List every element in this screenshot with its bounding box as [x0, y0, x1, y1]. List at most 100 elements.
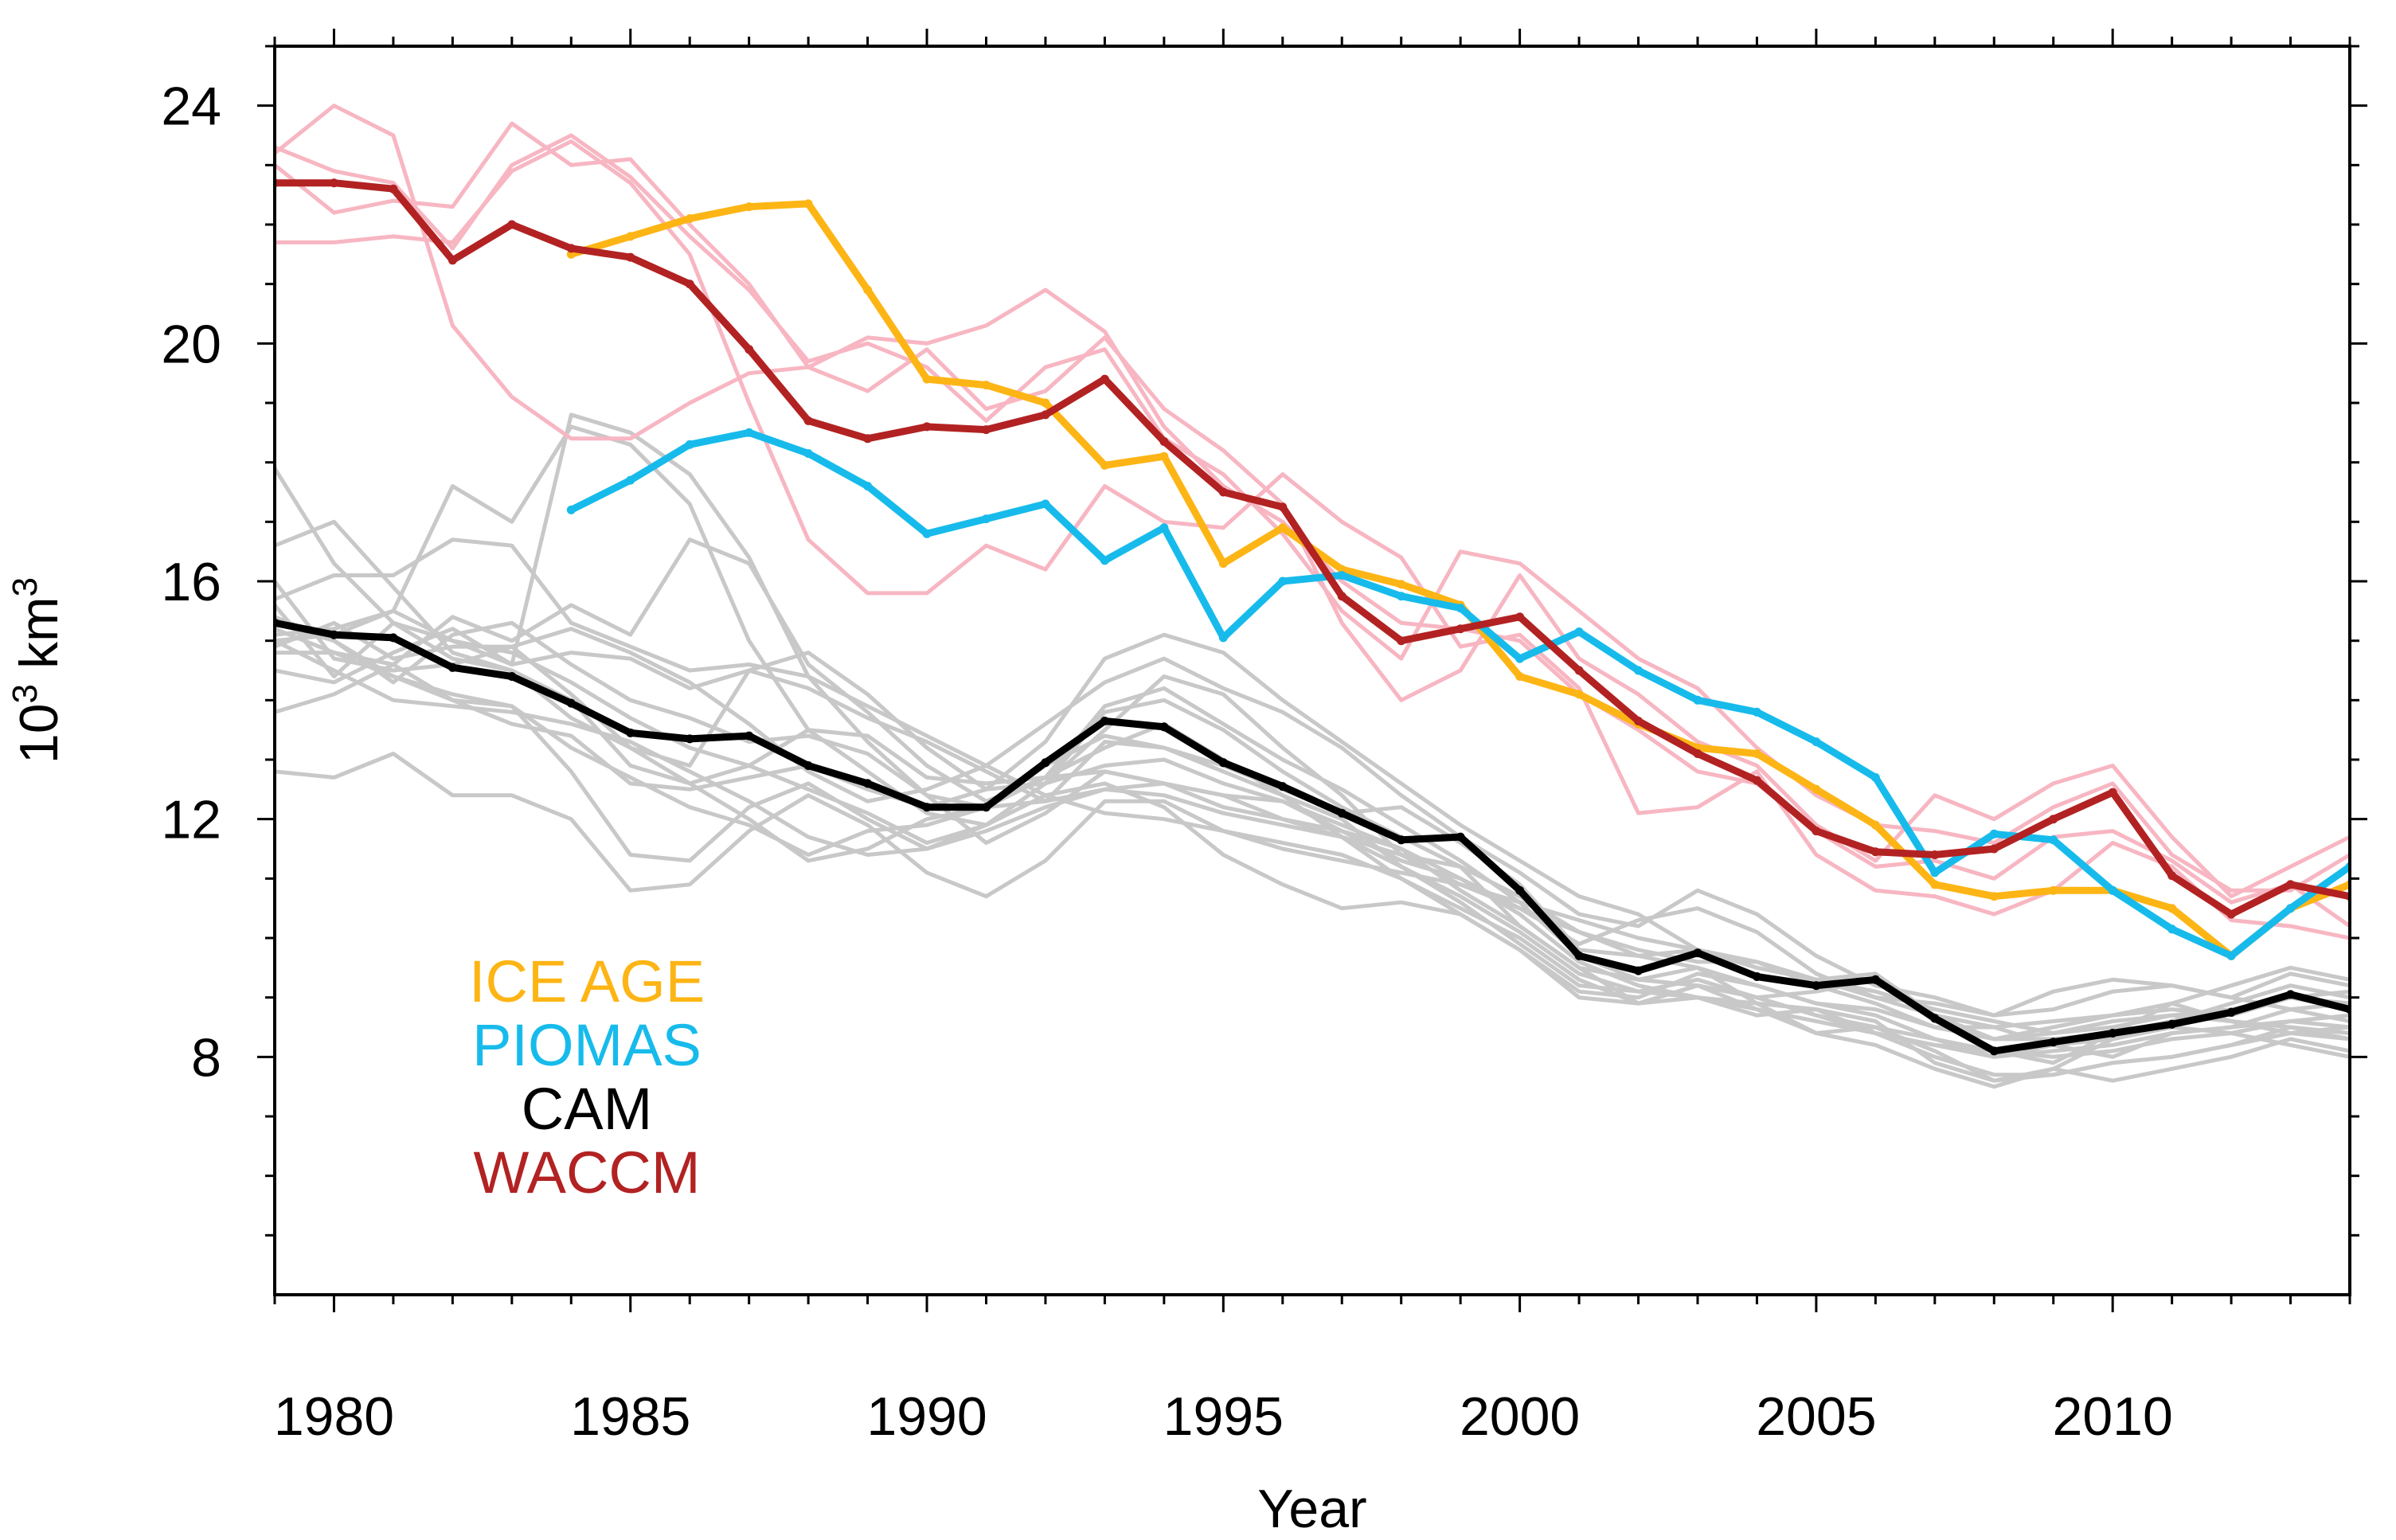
cam-member-line-14 [275, 537, 2350, 1035]
piomas-point-1994 [1159, 523, 1169, 533]
ice-age-point-1986 [685, 214, 694, 223]
x-tick-label-1985: 1985 [570, 1386, 690, 1447]
piomas-point-2001 [1574, 627, 1584, 636]
waccm-point-2011 [2167, 871, 2177, 881]
y-axis-label: 103 km3 [6, 577, 69, 764]
cam-point-2011 [2167, 1019, 2177, 1029]
piomas-point-1992 [1041, 499, 1050, 509]
cam-member-line-4 [275, 608, 2350, 1059]
y-axis-label-exponent-2: 3 [6, 577, 45, 596]
piomas-point-1991 [982, 514, 991, 524]
y-axis-label-base: 10 [9, 703, 69, 764]
waccm-point-1986 [685, 279, 694, 289]
cam-point-1993 [1100, 717, 1109, 725]
waccm-point-2000 [1515, 612, 1525, 622]
waccm-point-2005 [1812, 827, 1821, 836]
x-tick-label-1995: 1995 [1163, 1386, 1284, 1447]
waccm-point-1980 [330, 178, 338, 188]
waccm-point-2010 [2108, 788, 2117, 797]
ice-age-point-1992 [1041, 398, 1050, 408]
waccm-point-1993 [1100, 374, 1109, 384]
cam-point-1997 [1337, 808, 1347, 818]
cam-point-1996 [1278, 782, 1288, 791]
cam-point-1984 [566, 698, 576, 708]
cam-point-1987 [745, 731, 754, 741]
legend: ICE AGE PIOMAS CAM WACCM [469, 948, 705, 1206]
cam-point-1983 [507, 672, 517, 681]
piomas-point-2010 [2108, 885, 2117, 895]
piomas-point-1984 [566, 505, 576, 514]
waccm-point-1998 [1397, 636, 1406, 646]
cam-point-2007 [1930, 1014, 1940, 1023]
ice-age-point-1996 [1278, 523, 1288, 533]
waccm-point-1984 [566, 244, 576, 253]
ice-age-point-1990 [922, 374, 932, 384]
cam-member-line-7 [275, 632, 2350, 1035]
x-tick-label-1990: 1990 [866, 1386, 987, 1447]
cam-point-2008 [1989, 1046, 1999, 1056]
cam-point-1982 [448, 663, 457, 672]
y-tick-label-12: 12 [161, 790, 221, 850]
piomas-point-2009 [2049, 835, 2058, 845]
cam-point-1988 [803, 761, 813, 770]
cam-point-2006 [1870, 975, 1880, 984]
ice-age-point-1985 [626, 232, 635, 241]
x-axis-label: Year [1257, 1479, 1366, 1539]
waccm-point-1987 [745, 345, 754, 354]
waccm-point-1981 [389, 184, 398, 193]
ice-age-point-1994 [1159, 451, 1169, 461]
y-tick-label-24: 24 [161, 76, 221, 137]
cam-point-1986 [685, 734, 694, 744]
waccm-member-line-2 [275, 139, 2350, 940]
piomas-point-2008 [1989, 829, 1999, 838]
ice-age-point-2006 [1870, 820, 1880, 830]
ice-age-point-1995 [1218, 559, 1228, 569]
waccm-point-1989 [863, 434, 873, 444]
waccm-point-1983 [507, 220, 517, 229]
cam-member-line-9 [275, 519, 2350, 1083]
ice-age-point-2011 [2167, 904, 2177, 913]
cam-point-1985 [626, 728, 635, 737]
piomas-point-1990 [922, 529, 932, 538]
piomas-point-2007 [1930, 868, 1940, 877]
cam-member-line-15 [275, 537, 2350, 1059]
piomas-point-1999 [1456, 604, 1465, 613]
piomas-point-2002 [1634, 666, 1643, 675]
ice-age-point-2009 [2049, 885, 2058, 895]
waccm-point-2009 [2049, 815, 2058, 824]
cam-member-line-8 [275, 752, 2350, 1089]
waccm-point-2001 [1574, 666, 1584, 675]
piomas-point-2006 [1870, 772, 1880, 782]
x-tick-label-2005: 2005 [1756, 1386, 1876, 1447]
cam-point-2009 [2049, 1038, 2058, 1047]
piomas-point-2012 [2226, 951, 2236, 960]
piomas-point-1998 [1397, 592, 1406, 601]
waccm-point-2007 [1930, 850, 1940, 859]
cam-point-1992 [1041, 758, 1050, 768]
cam-point-2002 [1634, 966, 1643, 975]
piomas-point-1989 [863, 482, 873, 491]
y-tick-label-20: 20 [161, 314, 221, 374]
piomas-point-1993 [1100, 556, 1109, 565]
legend-entry-piomas: PIOMAS [472, 1012, 702, 1078]
piomas-point-2003 [1693, 695, 1702, 705]
waccm-member-line-3 [275, 121, 2350, 899]
ice-age-point-2001 [1574, 690, 1584, 699]
piomas-point-1997 [1337, 571, 1347, 580]
waccm-point-1988 [803, 416, 813, 425]
cam-point-1981 [389, 633, 398, 643]
x-tick-label-1980: 1980 [274, 1386, 394, 1447]
piomas-point-1987 [745, 428, 754, 437]
ice-age-point-2005 [1812, 784, 1821, 794]
y-tick-label-8: 8 [191, 1027, 221, 1088]
waccm-point-1982 [448, 256, 457, 265]
cam-point-1990 [922, 803, 932, 812]
piomas-point-2005 [1812, 737, 1821, 747]
legend-entry-cam: CAM [522, 1076, 652, 1142]
waccm-point-1991 [982, 425, 991, 435]
cam-point-1989 [863, 779, 873, 788]
waccm-point-2012 [2226, 909, 2236, 919]
cam-point-2003 [1693, 948, 1702, 958]
waccm-point-1997 [1337, 592, 1347, 601]
